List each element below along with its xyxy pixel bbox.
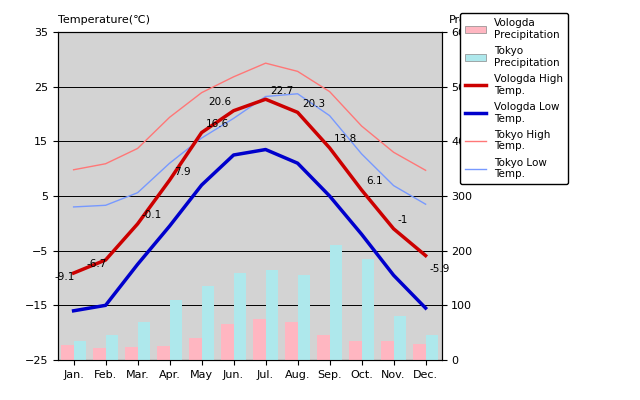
Tokyo High
Temp. <box>102 161 109 166</box>
Bar <box>266 270 278 360</box>
Text: Temperature(℃): Temperature(℃) <box>58 16 150 26</box>
Bar <box>426 335 438 360</box>
Tokyo High
Temp. <box>294 69 301 74</box>
Bar <box>349 341 362 360</box>
Text: Precipitation(mm): Precipitation(mm) <box>449 16 550 26</box>
Bar <box>298 275 310 360</box>
Text: -9.1: -9.1 <box>54 272 74 282</box>
Bar <box>170 300 182 360</box>
Text: 6.1: 6.1 <box>366 176 382 186</box>
Vologda High
Temp. <box>230 108 237 113</box>
Vologda Low
Temp. <box>230 152 237 157</box>
Bar <box>330 245 342 360</box>
Tokyo High
Temp. <box>134 146 141 151</box>
Text: 20.6: 20.6 <box>209 97 232 107</box>
Vologda Low
Temp. <box>358 232 365 237</box>
Tokyo Low
Temp. <box>166 161 173 166</box>
Vologda High
Temp. <box>70 271 77 276</box>
Bar <box>394 316 406 360</box>
Tokyo High
Temp. <box>70 167 77 172</box>
Tokyo High
Temp. <box>230 74 237 79</box>
Line: Tokyo Low
Temp.: Tokyo Low Temp. <box>74 94 426 207</box>
Text: -0.1: -0.1 <box>142 210 162 220</box>
Bar <box>61 345 74 360</box>
Bar <box>285 322 298 360</box>
Bar <box>381 341 394 360</box>
Tokyo Low
Temp. <box>198 136 205 140</box>
Vologda Low
Temp. <box>390 273 397 278</box>
Bar <box>202 286 214 360</box>
Vologda Low
Temp. <box>166 224 173 228</box>
Vologda High
Temp. <box>198 130 205 135</box>
Vologda High
Temp. <box>166 178 173 182</box>
Vologda Low
Temp. <box>70 308 77 313</box>
Tokyo Low
Temp. <box>294 91 301 96</box>
Tokyo Low
Temp. <box>390 183 397 188</box>
Tokyo Low
Temp. <box>422 202 429 206</box>
Text: 13.8: 13.8 <box>334 134 357 144</box>
Text: -6.7: -6.7 <box>86 259 106 269</box>
Bar <box>157 346 170 360</box>
Tokyo High
Temp. <box>390 150 397 155</box>
Text: 7.9: 7.9 <box>174 166 190 176</box>
Tokyo High
Temp. <box>166 115 173 120</box>
Vologda Low
Temp. <box>262 147 269 152</box>
Tokyo Low
Temp. <box>230 116 237 121</box>
Bar <box>74 341 86 360</box>
Vologda High
Temp. <box>390 226 397 231</box>
Line: Tokyo High
Temp.: Tokyo High Temp. <box>74 63 426 170</box>
Text: 22.7: 22.7 <box>270 86 293 96</box>
Vologda High
Temp. <box>102 258 109 262</box>
Bar <box>253 319 266 360</box>
Tokyo Low
Temp. <box>358 152 365 156</box>
Text: 16.6: 16.6 <box>206 119 229 129</box>
Bar <box>317 335 330 360</box>
Bar <box>221 324 234 360</box>
Tokyo Low
Temp. <box>102 203 109 208</box>
Vologda Low
Temp. <box>422 306 429 310</box>
Line: Vologda High
Temp.: Vologda High Temp. <box>74 99 426 273</box>
Tokyo High
Temp. <box>198 90 205 95</box>
Text: -5.9: -5.9 <box>430 264 450 274</box>
Vologda Low
Temp. <box>134 262 141 267</box>
Vologda Low
Temp. <box>102 303 109 308</box>
Vologda Low
Temp. <box>326 194 333 198</box>
Bar <box>125 348 138 360</box>
Vologda Low
Temp. <box>198 183 205 188</box>
Legend: Vologda
Precipitation, Tokyo
Precipitation, Vologda High
Temp., Vologda Low
Temp: Vologda Precipitation, Tokyo Precipitati… <box>460 13 568 184</box>
Bar <box>93 348 106 360</box>
Bar <box>413 344 426 360</box>
Vologda High
Temp. <box>326 146 333 150</box>
Vologda High
Temp. <box>262 97 269 102</box>
Bar <box>138 322 150 360</box>
Bar <box>106 335 118 360</box>
Tokyo Low
Temp. <box>134 190 141 195</box>
Tokyo High
Temp. <box>358 124 365 128</box>
Bar <box>189 338 202 360</box>
Text: -1: -1 <box>398 215 408 225</box>
Tokyo High
Temp. <box>422 168 429 173</box>
Vologda High
Temp. <box>422 253 429 258</box>
Tokyo High
Temp. <box>262 61 269 66</box>
Vologda High
Temp. <box>294 110 301 115</box>
Vologda Low
Temp. <box>294 161 301 166</box>
Tokyo Low
Temp. <box>70 204 77 209</box>
Tokyo High
Temp. <box>326 89 333 94</box>
Vologda High
Temp. <box>358 188 365 192</box>
Bar <box>362 259 374 360</box>
Line: Vologda Low
Temp.: Vologda Low Temp. <box>74 150 426 311</box>
Text: 20.3: 20.3 <box>302 99 325 109</box>
Vologda High
Temp. <box>134 222 141 226</box>
Tokyo Low
Temp. <box>262 94 269 99</box>
Tokyo Low
Temp. <box>326 113 333 118</box>
Bar <box>234 272 246 360</box>
